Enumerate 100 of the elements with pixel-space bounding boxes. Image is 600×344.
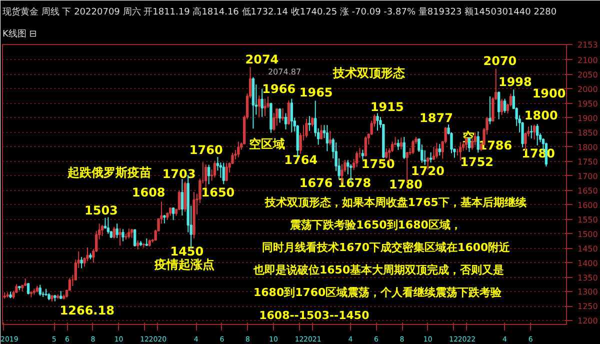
candlestick: [204, 164, 208, 188]
annotation: 空区域: [249, 137, 286, 152]
annotation: 也即是说破位1650基本大周期双顶完成，否则又是: [252, 263, 504, 276]
candlestick: [276, 108, 278, 126]
candlestick: [278, 108, 282, 124]
annotation: 起跌俄罗斯疫苗: [66, 165, 152, 180]
y-tick-label: 1300: [578, 288, 598, 297]
candlestick: [376, 112, 379, 132]
candlestick: [308, 116, 311, 132]
candlestick: [258, 95, 260, 118]
annotation: 1965: [299, 86, 333, 100]
y-tick-label: 1450: [578, 244, 598, 254]
candlestick: [311, 116, 314, 128]
candlestick: [364, 136, 368, 157]
candlestick: [112, 226, 116, 239]
annotation: 技术双顶形态，如果本周收盘1765下，基本后期继续: [264, 196, 528, 210]
annotation: 1450: [170, 244, 204, 259]
annotation: 1608--1503--1450: [259, 309, 370, 322]
candlestick: [326, 124, 329, 152]
candlestick: [287, 100, 290, 125]
annotation: 2074.87: [268, 68, 302, 77]
candlestick: [225, 162, 228, 181]
y-tick-label: 1650: [578, 186, 598, 196]
candlestick: [328, 130, 332, 146]
candlestick: [178, 190, 181, 211]
candlestick: [412, 140, 414, 155]
candlestick: [320, 124, 323, 140]
y-tick-label: 2153: [578, 40, 598, 50]
y-tick-label: 1600: [578, 200, 598, 210]
y-tick-label: 1250: [578, 302, 598, 312]
candlestick: [305, 118, 308, 138]
candlestick: [438, 143, 442, 156]
candlestick: [355, 150, 358, 168]
y-tick-label: 1700: [578, 172, 598, 181]
candlestick: [533, 124, 536, 140]
candlestick: [116, 223, 118, 239]
candlestick: [530, 124, 533, 139]
candlestick: [118, 228, 122, 246]
candlestick: [128, 228, 130, 239]
candlestick: [488, 96, 492, 125]
y-tick-label: 1350: [578, 273, 598, 282]
candlestick: [264, 98, 266, 117]
candlestick: [272, 112, 276, 132]
y-tick-label: 1900: [578, 114, 598, 123]
candlestick: [400, 137, 403, 150]
annotation: 1608: [132, 185, 166, 200]
y-tick-label: 1800: [578, 142, 598, 152]
candlestick: [260, 88, 264, 118]
annotation: 1800: [524, 108, 558, 123]
candlestick: [435, 142, 438, 159]
chart-title: 现货黄金 周线 下 20220709 周六 开1811.19 高1814.16 低1732.14 收1740.25 涨 -70.09 -3.87% 量819323 额1450301440 2280: [2, 6, 557, 18]
candlestick: [80, 256, 83, 269]
annotation: 1680到1760区域震荡，个人看继续震荡下跌考验: [253, 286, 503, 299]
annotation: 1676: [299, 176, 333, 190]
y-tick-label: 2100: [578, 56, 598, 65]
candlestick: [402, 136, 406, 160]
candlestick: [503, 98, 506, 114]
annotation: 1764: [284, 152, 318, 167]
candlestick: [429, 152, 432, 163]
candlestick: [396, 139, 400, 151]
annotation: 1877: [420, 110, 453, 125]
candlestick: [222, 162, 225, 185]
annotation: 2074: [245, 52, 279, 67]
annotation: 1915: [370, 100, 404, 114]
annotation: 1998: [498, 74, 532, 89]
annotation: 1966: [262, 82, 296, 96]
candlestick: [459, 142, 462, 161]
annotation: 1266.18: [60, 303, 114, 318]
candlestick: [26, 282, 30, 295]
candlestick: [290, 98, 294, 133]
annotation: 1678: [338, 176, 372, 190]
candlestick: [133, 228, 136, 248]
annotation: 1750: [361, 157, 395, 171]
candlestick: [361, 149, 364, 160]
candlestick: [284, 112, 288, 130]
y-tick-label: 1550: [578, 215, 598, 224]
y-tick-label: 1200: [578, 316, 598, 326]
annotation: 同时月线看技术1670下成交密集区域在1600附近: [262, 241, 512, 254]
candlestick: [385, 148, 388, 159]
annotation: 1760: [189, 143, 223, 157]
candlestick: [122, 228, 124, 242]
y-tick-label: 1950: [578, 99, 598, 108]
annotation: 2070: [483, 54, 517, 68]
annotation: 1900: [532, 86, 566, 101]
candlestick: [536, 123, 539, 146]
annotation: 1703: [162, 167, 196, 182]
candlestick: [38, 284, 42, 296]
annotation: 震荡下跌考验1650到1680区域，: [289, 218, 462, 232]
candlestick: [498, 90, 500, 120]
candlestick: [213, 160, 216, 178]
candlestick: [180, 178, 184, 216]
candlestick: [237, 141, 240, 158]
chart-subtitle: K线图 ⊟: [2, 28, 37, 40]
annotation: 1503: [84, 203, 118, 218]
annotation: 技术双顶形态: [332, 66, 406, 80]
candlestick: [172, 206, 175, 221]
y-tick-label: 2050: [578, 70, 598, 80]
y-tick-label: 1750: [578, 157, 598, 166]
candlestick: [474, 132, 477, 146]
annotation: 1650: [201, 185, 235, 200]
